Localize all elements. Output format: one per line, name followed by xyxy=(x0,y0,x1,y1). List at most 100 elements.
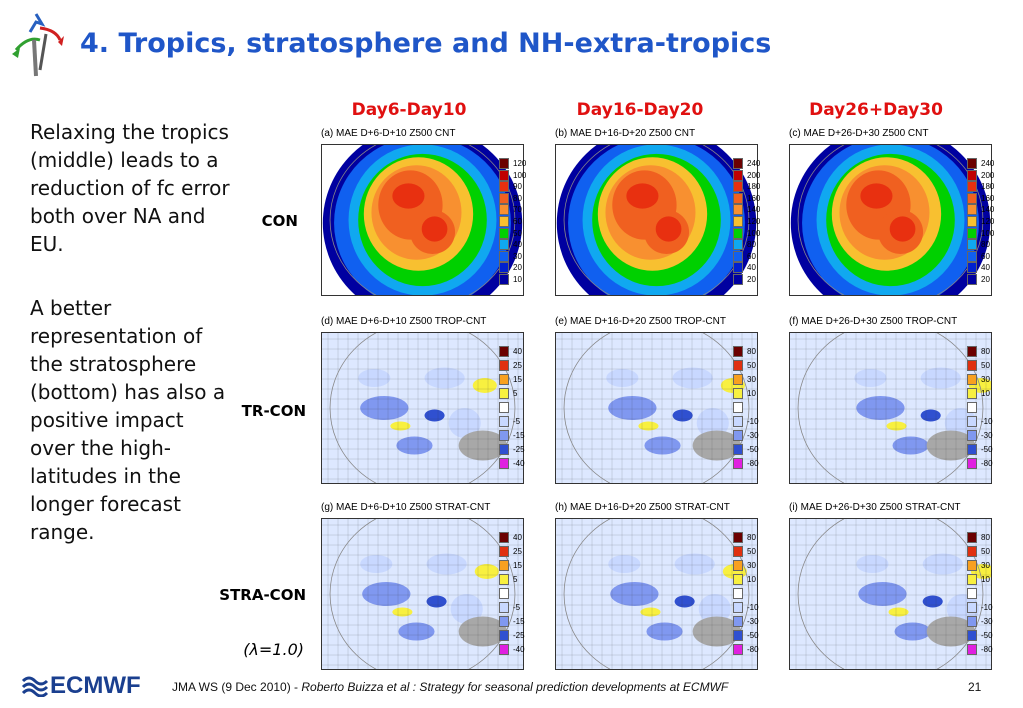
colorbar-label: 120 xyxy=(981,217,995,226)
colorbar-swatch xyxy=(499,430,509,441)
colorbar-swatch xyxy=(733,216,743,227)
panel-title: (e) MAE D+16-D+20 Z500 TROP-CNT xyxy=(555,316,726,327)
colorbar-label: 80 xyxy=(513,193,522,203)
colorbar-swatch xyxy=(967,416,977,427)
colorbar-swatch xyxy=(733,630,743,641)
colorbar-swatch xyxy=(967,644,977,655)
column-head-day26-30: Day26+Day30 xyxy=(809,100,943,120)
colorbar-label: 50 xyxy=(981,361,990,370)
colorbar-label: 160 xyxy=(981,193,995,203)
panel-title: (a) MAE D+6-D+10 Z500 CNT xyxy=(321,128,456,139)
colorbar-label: 90 xyxy=(513,182,522,192)
colorbar-swatch xyxy=(499,644,509,655)
colorbar-swatch xyxy=(733,574,743,585)
colorbar-swatch xyxy=(499,402,509,413)
colorbar-label: -10 xyxy=(747,603,759,612)
z500-map xyxy=(321,518,524,670)
column-head-day6-10: Day6-Day10 xyxy=(351,100,467,120)
colorbar-swatch xyxy=(499,274,509,285)
colorbar-label: 40 xyxy=(513,533,522,542)
colorbar-swatch xyxy=(733,250,743,262)
colorbar-swatch xyxy=(733,532,743,543)
colorbar-swatch xyxy=(733,227,743,239)
colorbar-swatch xyxy=(499,388,509,399)
colorbar-swatch xyxy=(499,444,509,455)
colorbar-label: -40 xyxy=(513,645,525,654)
panel-title: (f) MAE D+26-D+30 Z500 TROP-CNT xyxy=(789,316,958,327)
colorbar-swatch xyxy=(499,250,509,262)
colorbar-swatch xyxy=(733,169,743,181)
colorbar-swatch xyxy=(967,374,977,385)
colorbar-label: 100 xyxy=(513,170,527,180)
colorbar-swatch xyxy=(967,274,977,285)
colorbar-swatch xyxy=(967,560,977,571)
colorbar-swatch xyxy=(499,360,509,371)
colorbar-swatch xyxy=(967,444,977,455)
colorbar-label: 80 xyxy=(747,347,756,356)
colorbar-swatch xyxy=(733,262,743,274)
colorbar-label: 20 xyxy=(981,275,990,284)
colorbar-swatch xyxy=(499,181,509,193)
colorbar-label: 180 xyxy=(747,182,761,192)
colorbar-swatch xyxy=(967,181,977,193)
z500-map xyxy=(321,332,524,484)
colorbar-label: -30 xyxy=(747,617,759,626)
corner-logo xyxy=(6,10,68,80)
z500-map xyxy=(789,518,992,670)
colorbar-label: 50 xyxy=(981,547,990,556)
bullet-tropics: Relaxing the tropics (middle) leads to a… xyxy=(30,120,230,256)
panel-title: (g) MAE D+6-D+10 Z500 STRAT-CNT xyxy=(321,502,491,513)
colorbar-label: 10 xyxy=(981,389,990,398)
colorbar-label: -15 xyxy=(513,431,525,440)
colorbar-label: 40 xyxy=(747,263,756,273)
colorbar-label: 80 xyxy=(981,240,990,250)
colorbar-swatch xyxy=(967,346,977,357)
colorbar-swatch xyxy=(967,616,977,627)
colorbar-label: -50 xyxy=(981,445,993,454)
colorbar-swatch xyxy=(499,416,509,427)
colorbar-label: 5 xyxy=(513,389,518,398)
colorbar-swatch xyxy=(733,374,743,385)
colorbar-label: -30 xyxy=(747,431,759,440)
colorbar-swatch xyxy=(733,430,743,441)
colorbar-label: -80 xyxy=(981,459,993,468)
colorbar-swatch xyxy=(499,204,509,216)
colorbar-swatch xyxy=(967,602,977,613)
page-number: 21 xyxy=(968,680,982,694)
colorbar-label: 5 xyxy=(513,575,518,584)
colorbar-swatch xyxy=(733,458,743,469)
colorbar-swatch xyxy=(967,546,977,557)
z500-map xyxy=(321,144,524,296)
colorbar-swatch xyxy=(733,560,743,571)
colorbar-swatch xyxy=(967,262,977,274)
colorbar-label: -50 xyxy=(747,445,759,454)
colorbar-label: -80 xyxy=(981,645,993,654)
ecmwf-logo-text: ECMWF xyxy=(50,672,141,699)
colorbar-swatch xyxy=(733,444,743,455)
row-label-stra-con: STRA-CON xyxy=(219,586,306,604)
colorbar-swatch xyxy=(967,430,977,441)
colorbar-label: 40 xyxy=(513,240,522,250)
colorbar-swatch xyxy=(499,630,509,641)
colorbar-label: 20 xyxy=(747,275,756,284)
colorbar-label: 50 xyxy=(747,547,756,556)
colorbar-label: 240 xyxy=(981,159,995,168)
colorbar-swatch xyxy=(733,546,743,557)
colorbar-swatch xyxy=(499,192,509,204)
colorbar-label: -5 xyxy=(513,417,521,426)
colorbar-swatch xyxy=(499,169,509,181)
colorbar-swatch xyxy=(733,204,743,216)
z500-map xyxy=(555,518,758,670)
colorbar-swatch xyxy=(733,416,743,427)
colorbar-swatch xyxy=(733,616,743,627)
colorbar-label: -50 xyxy=(747,631,759,640)
z500-map xyxy=(555,144,758,296)
colorbar-swatch xyxy=(733,644,743,655)
colorbar-swatch xyxy=(967,388,977,399)
colorbar-swatch xyxy=(967,630,977,641)
slide-title: 4. Tropics, stratosphere and NH-extra-tr… xyxy=(80,28,772,59)
z500-map xyxy=(789,144,992,296)
colorbar-swatch xyxy=(967,574,977,585)
colorbar-label: -50 xyxy=(981,631,993,640)
colorbar-label: -15 xyxy=(513,617,525,626)
